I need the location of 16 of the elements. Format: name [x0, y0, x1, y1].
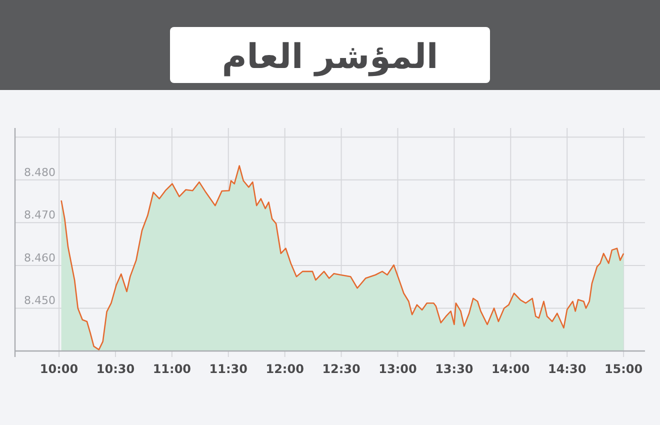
y-tick-label: 8.470: [24, 208, 56, 222]
x-tick-label: 12:30: [322, 362, 360, 376]
chart-title: المؤشر العام: [222, 37, 438, 77]
x-tick-label: 15:00: [604, 362, 643, 376]
x-tick-label: 12:00: [266, 362, 304, 376]
y-tick-label: 8.450: [24, 294, 56, 308]
y-tick-label: 8.480: [24, 166, 56, 179]
x-tick-label: 11:00: [152, 362, 192, 376]
x-tick-label: 10:30: [96, 362, 135, 376]
x-tick-label: 14:00: [492, 362, 530, 376]
x-tick-label: 14:30: [548, 362, 586, 376]
x-tick-label: 10:00: [40, 362, 78, 376]
x-tick-label: 13:30: [435, 362, 474, 376]
x-tick-label: 13:00: [378, 362, 417, 376]
x-tick-label: 11:30: [209, 362, 248, 376]
y-tick-label: 8.460: [24, 251, 56, 264]
